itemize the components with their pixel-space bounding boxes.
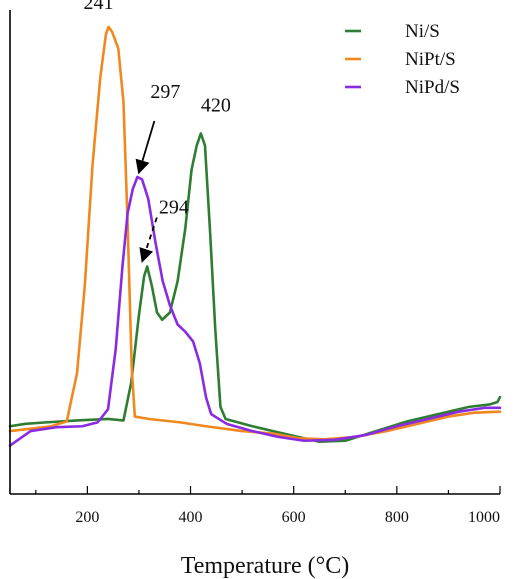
x-tick-label-0: 200 — [75, 509, 99, 526]
legend: Ni/S NiPt/S NiPd/S — [345, 21, 460, 98]
annotation-arrow-294 — [139, 217, 158, 263]
legend-label-0: Ni/S — [405, 21, 440, 42]
legend-label-2: NiPd/S — [405, 77, 460, 98]
series-layer — [8, 25, 502, 447]
annotation-arrow-297 — [135, 120, 156, 175]
annotation-241: 241 — [84, 0, 114, 14]
annotation-294: 294 — [159, 197, 189, 219]
x-tick-label-1: 400 — [179, 509, 203, 526]
x-tick-label-2: 600 — [282, 509, 306, 526]
x-axis-title: Temperature (°C) — [181, 553, 350, 579]
x-tick-label-3: 800 — [385, 509, 409, 526]
x-tick-label-4: 1000 — [468, 509, 500, 526]
annotation-297: 297 — [150, 81, 180, 103]
annotation-420: 420 — [201, 94, 231, 116]
annotation-layer: 241 297 294 420 — [84, 0, 231, 263]
axes-layer: 200 400 600 800 1000 — [9, 10, 501, 526]
legend-label-1: NiPt/S — [405, 49, 456, 70]
series-line-2 — [8, 175, 502, 447]
